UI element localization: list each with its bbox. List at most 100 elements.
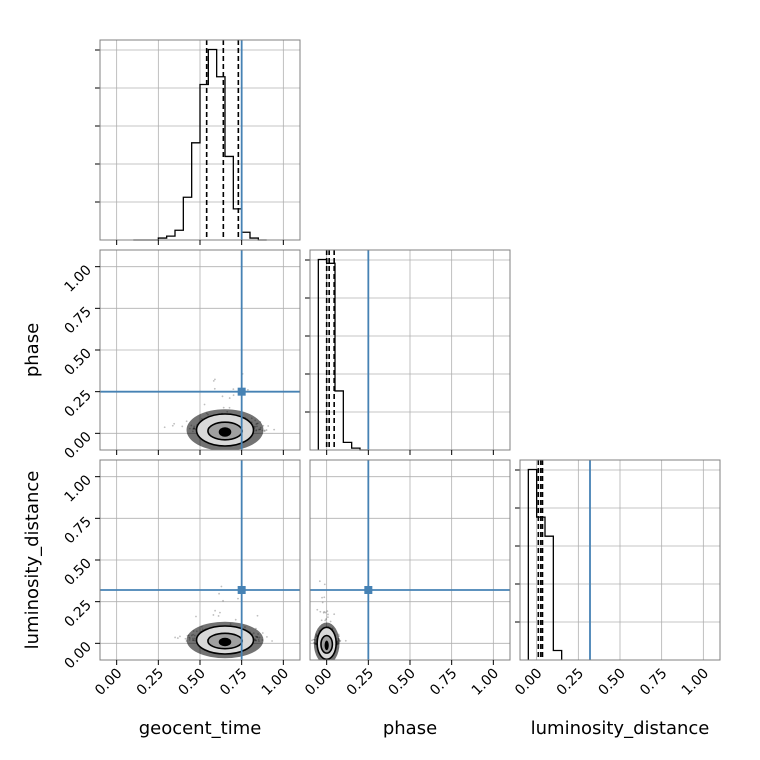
- y-tick-label: 1.00: [61, 472, 94, 505]
- samples-group: [163, 373, 276, 450]
- sample-point: [212, 380, 215, 382]
- hist-panel-luminosity_distance: [515, 459, 721, 661]
- sample-point: [326, 616, 329, 618]
- sample-point: [320, 619, 323, 622]
- sample-point: [318, 580, 321, 583]
- sample-point: [213, 387, 216, 390]
- sample-point: [326, 610, 329, 613]
- sample-point: [321, 596, 323, 599]
- y-axis-label-phase: phase: [22, 323, 43, 377]
- x-tick-label: 0.75: [637, 666, 670, 699]
- sample-point: [232, 394, 235, 397]
- sample-point: [333, 613, 336, 616]
- sample-point: [214, 378, 216, 381]
- sample-point: [228, 397, 231, 399]
- sample-point: [203, 403, 206, 406]
- sample-point: [181, 425, 184, 428]
- x-axis-label-geocent_time: geocent_time: [139, 718, 262, 739]
- contour-line: [195, 413, 255, 447]
- sample-point: [263, 430, 266, 433]
- x-tick-label: 0.00: [92, 666, 125, 699]
- y-tick-label: 0.25: [61, 387, 94, 420]
- panel-frame: [519, 459, 721, 661]
- sample-point: [222, 406, 225, 409]
- x-tick-label: 0.75: [217, 666, 250, 699]
- sample-point: [256, 614, 259, 617]
- x-tick-label: 1.00: [259, 666, 292, 699]
- y-axis-label-luminosity_distance: luminosity_distance: [22, 471, 43, 650]
- sample-point: [323, 596, 326, 599]
- sample-point: [262, 424, 265, 427]
- sample-point: [234, 618, 237, 621]
- x-tick-label: 0.75: [427, 666, 460, 699]
- sample-point: [327, 613, 329, 616]
- sample-point: [323, 610, 326, 613]
- x-tick-label: 0.25: [134, 666, 167, 699]
- sample-point: [323, 583, 326, 586]
- x-tick-label: 1.00: [679, 666, 712, 699]
- hist-panel-phase: [305, 249, 511, 455]
- sample-point: [214, 609, 216, 612]
- y-tick-label: 0.00: [61, 639, 94, 672]
- density-core: [324, 640, 329, 651]
- sample-point: [339, 639, 342, 642]
- sample-point: [316, 608, 319, 611]
- truth-marker: [237, 586, 246, 594]
- sample-point: [266, 636, 268, 638]
- sample-point: [228, 406, 231, 409]
- x-tick-label: 0.50: [175, 666, 208, 699]
- samples-group: [174, 585, 273, 659]
- sample-point: [212, 614, 215, 616]
- sample-point: [237, 597, 239, 600]
- x-tick-label: 0.25: [554, 666, 587, 699]
- histogram-bars: [527, 468, 563, 660]
- y-tick-label: 0.75: [61, 514, 94, 547]
- sample-point: [325, 618, 327, 620]
- x-tick-label: 0.50: [595, 666, 628, 699]
- sample-point: [218, 592, 220, 595]
- density-core: [218, 637, 232, 647]
- histogram-bars: [133, 48, 267, 241]
- sample-point: [321, 601, 324, 604]
- x-axis-label-phase: phase: [383, 718, 437, 739]
- sample-point: [344, 639, 347, 642]
- density-core: [218, 427, 232, 437]
- sample-point: [217, 615, 220, 617]
- sample-point: [184, 637, 187, 640]
- sample-point: [219, 611, 221, 614]
- sample-point: [176, 637, 179, 639]
- sample-point: [171, 424, 174, 427]
- scatter-panel-geocent_time-luminosity_distance: [95, 459, 301, 665]
- sample-point: [319, 610, 322, 613]
- sample-point: [311, 639, 313, 642]
- sample-point: [265, 429, 268, 431]
- sample-point: [163, 426, 166, 429]
- y-tick-label: 0.50: [61, 556, 94, 589]
- sample-point: [322, 611, 325, 614]
- sample-point: [329, 620, 332, 623]
- sample-point: [273, 428, 276, 431]
- truth-marker: [364, 586, 373, 594]
- x-tick-label: 0.25: [344, 666, 377, 699]
- scatter-panel-geocent_time-phase: [95, 249, 301, 455]
- y-tick-label: 0.50: [61, 346, 94, 379]
- histogram-bars: [317, 258, 369, 451]
- contour-line: [316, 626, 337, 660]
- contour-line: [195, 625, 255, 655]
- sample-point: [173, 422, 176, 425]
- x-tick-label: 1.00: [469, 666, 502, 699]
- sample-point: [271, 640, 273, 642]
- sample-point: [267, 425, 270, 427]
- y-tick-label: 0.25: [61, 597, 94, 630]
- x-tick-label: 0.00: [512, 666, 545, 699]
- samples-group: [310, 580, 347, 660]
- sample-point: [185, 420, 188, 423]
- sample-point: [263, 429, 266, 432]
- sample-point: [222, 599, 224, 602]
- y-tick-label: 0.75: [61, 304, 94, 337]
- scatter-panel-phase-luminosity_distance: [309, 459, 511, 665]
- sample-point: [179, 635, 181, 638]
- x-axis-label-luminosity_distance: luminosity_distance: [531, 718, 710, 739]
- sample-point: [195, 615, 197, 618]
